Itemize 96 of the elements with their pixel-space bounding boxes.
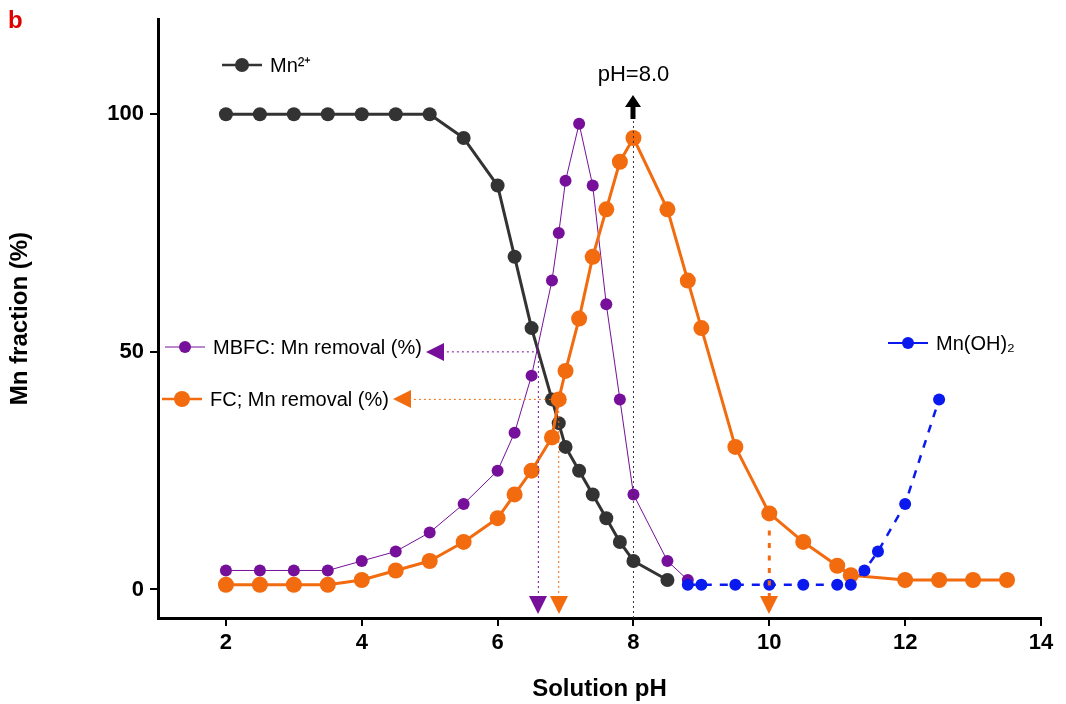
point	[585, 487, 600, 502]
point	[727, 438, 744, 455]
point	[508, 426, 521, 439]
x-tick-label: 8	[627, 629, 640, 655]
point	[253, 564, 266, 577]
point	[586, 179, 599, 192]
point	[695, 578, 708, 591]
point	[552, 227, 565, 240]
point	[613, 393, 626, 406]
point	[573, 117, 586, 130]
point	[626, 553, 641, 568]
point	[285, 576, 302, 593]
point	[559, 174, 572, 187]
legend-label: Mn²⁺	[270, 53, 312, 76]
point	[389, 545, 402, 558]
point	[600, 298, 613, 311]
point	[611, 153, 628, 170]
y-tick-label: 0	[131, 575, 144, 601]
point	[456, 131, 471, 146]
point	[795, 533, 812, 550]
point	[659, 201, 676, 218]
point	[252, 107, 267, 122]
point	[524, 321, 539, 336]
point	[251, 576, 268, 593]
x-tick-label: 12	[892, 629, 918, 655]
point	[525, 369, 538, 382]
point	[612, 534, 627, 549]
point	[571, 310, 588, 327]
point	[421, 552, 438, 569]
text: b	[8, 6, 23, 33]
point	[218, 107, 233, 122]
y-tick-label: 100	[107, 100, 144, 126]
point	[217, 576, 234, 593]
point	[797, 578, 810, 591]
point	[489, 510, 506, 527]
point	[355, 554, 368, 567]
point	[558, 439, 573, 454]
point	[693, 320, 710, 337]
point	[490, 178, 505, 193]
point	[844, 578, 857, 591]
point	[388, 107, 403, 122]
point	[455, 533, 472, 550]
point	[319, 576, 336, 593]
point	[543, 429, 560, 446]
point	[999, 571, 1016, 588]
point	[219, 564, 232, 577]
point	[286, 107, 301, 122]
point	[507, 249, 522, 264]
x-tick-label: 6	[491, 629, 504, 655]
x-tick-label: 10	[757, 629, 782, 655]
point	[572, 463, 587, 478]
point	[422, 107, 437, 122]
point	[761, 505, 778, 522]
point	[354, 107, 369, 122]
point	[933, 393, 946, 406]
point	[321, 564, 334, 577]
point	[320, 107, 335, 122]
x-tick-label: 14	[1028, 629, 1054, 655]
point	[729, 578, 742, 591]
y-tick-label: 50	[119, 337, 144, 363]
point	[491, 464, 504, 477]
point	[897, 571, 914, 588]
point	[457, 497, 470, 510]
legend-label: MBFC: Mn removal (%)	[213, 335, 422, 358]
point	[681, 578, 694, 591]
point	[506, 486, 523, 503]
point	[660, 572, 675, 587]
point	[598, 201, 615, 218]
point	[599, 511, 614, 526]
point	[625, 130, 642, 147]
point	[550, 391, 567, 408]
point	[871, 545, 884, 558]
point	[965, 571, 982, 588]
point	[557, 362, 574, 379]
point	[931, 571, 948, 588]
point	[831, 578, 844, 591]
point	[545, 274, 558, 287]
point	[858, 564, 871, 577]
point	[661, 554, 674, 567]
x-axis-title: Solution pH	[532, 674, 667, 702]
legend-label: FC; Mn removal (%)	[210, 387, 389, 410]
point	[423, 526, 436, 539]
point	[387, 562, 404, 579]
point	[287, 564, 300, 577]
point	[523, 462, 540, 479]
ref-line-label: pH=8.0	[597, 61, 670, 87]
point	[899, 497, 912, 510]
point	[353, 571, 370, 588]
y-axis-title: Mn fraction (%)	[5, 231, 33, 406]
point	[584, 248, 601, 265]
legend-label: Mn(OH)₂	[936, 331, 1015, 354]
point	[679, 272, 696, 289]
point	[627, 488, 640, 501]
x-tick-label: 2	[219, 629, 233, 655]
point	[829, 557, 846, 574]
x-tick-label: 4	[355, 629, 369, 655]
